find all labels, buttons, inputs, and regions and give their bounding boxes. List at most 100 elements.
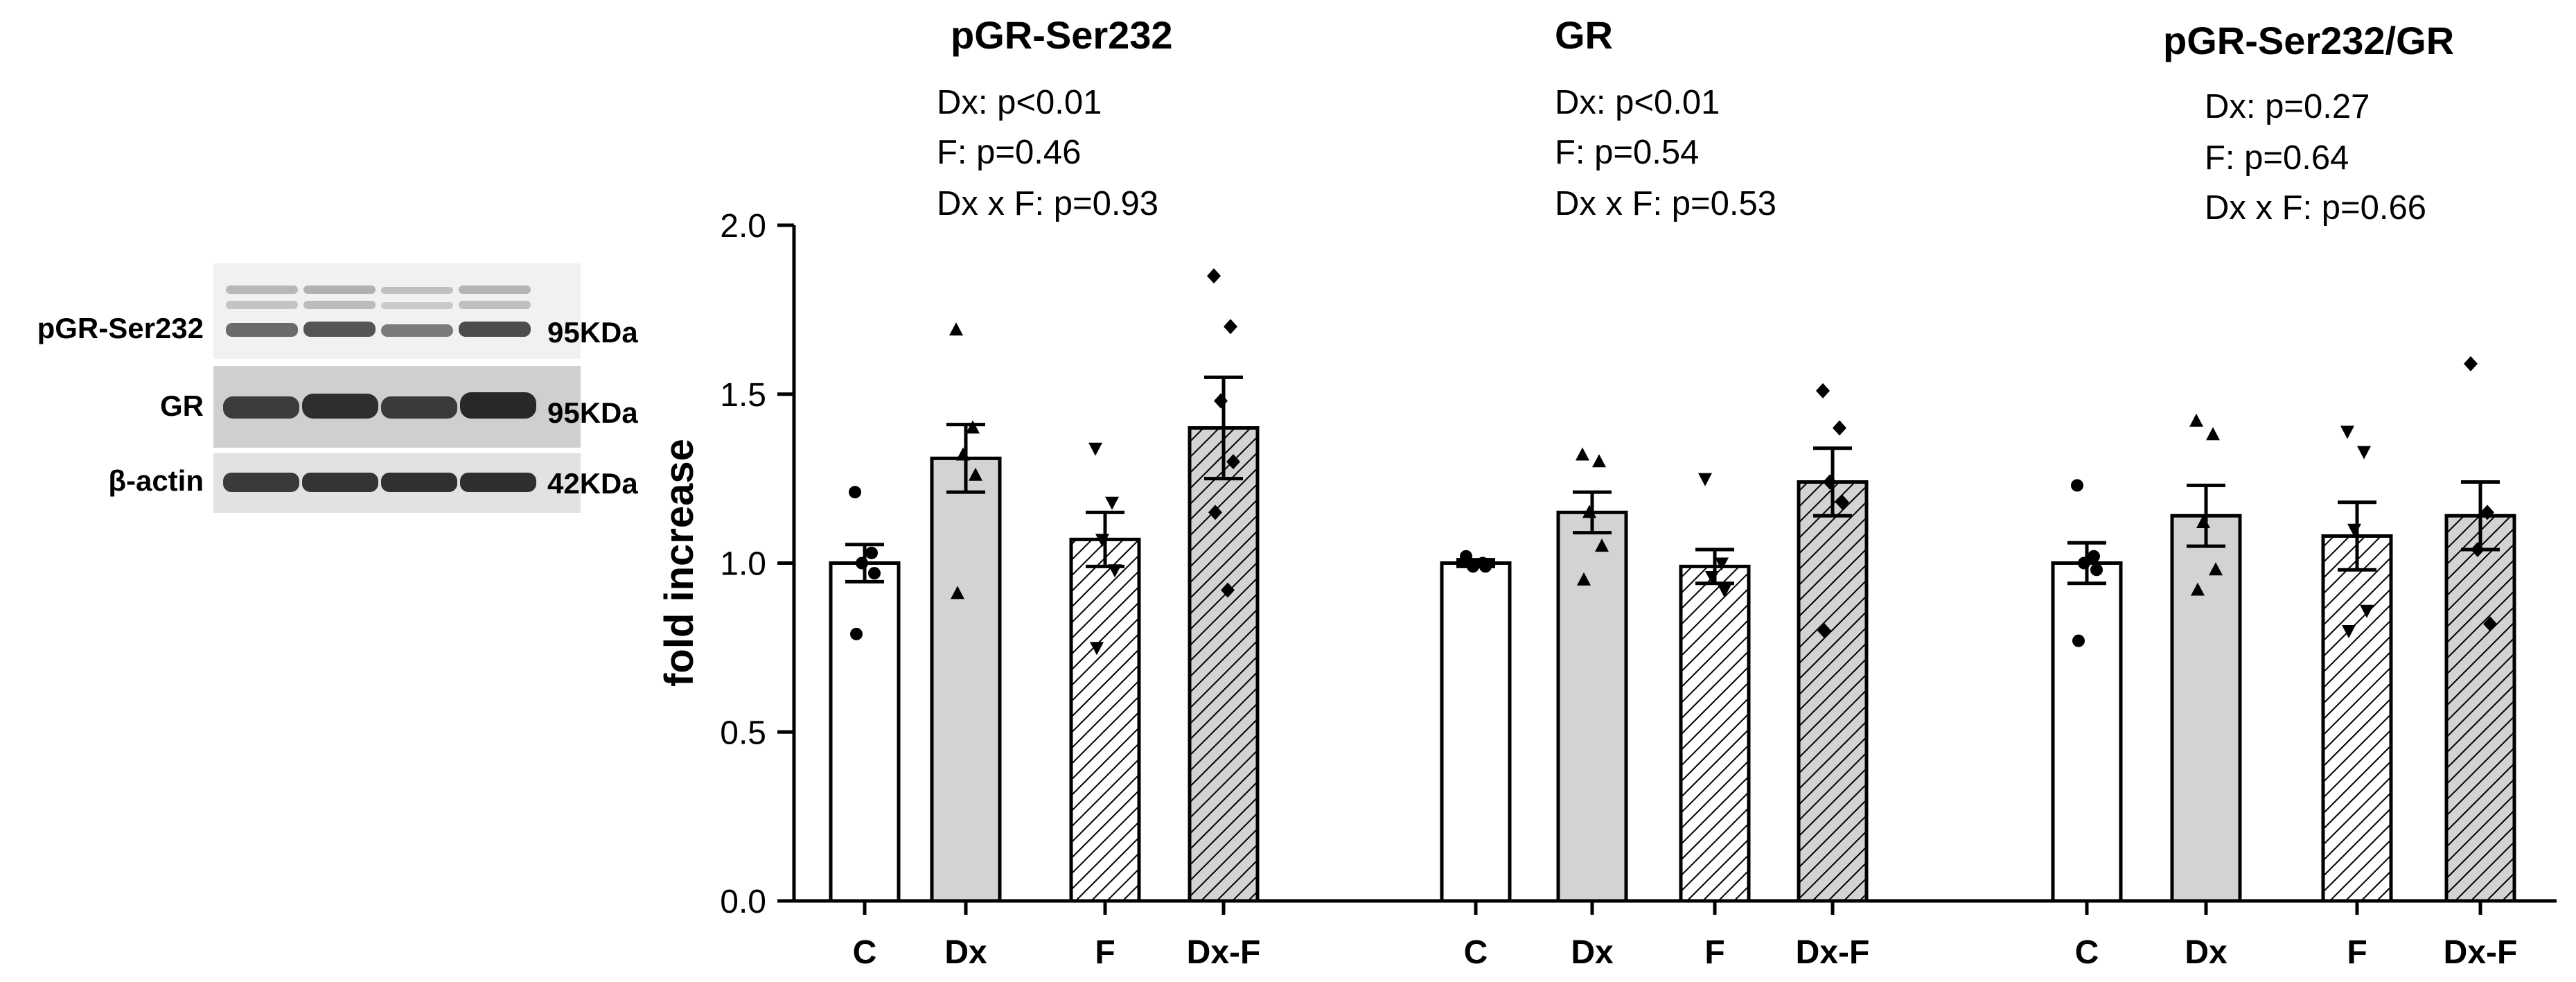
category-label: C <box>1464 934 1488 971</box>
bar-group-0: C Dx F Dx-F <box>829 268 1261 971</box>
blot-bands <box>223 473 536 492</box>
bar <box>930 456 1002 903</box>
blot-row-label: GR <box>160 389 204 422</box>
bar <box>1797 480 1869 903</box>
bar <box>2170 514 2242 903</box>
data-point <box>1095 534 1109 547</box>
bar <box>829 561 901 903</box>
data-point <box>2078 556 2090 570</box>
stat-line: Dx x F: p=0.66 <box>2205 189 2426 227</box>
group-header-gr: GR Dx: p<0.01 F: p=0.54 Dx x F: p=0.53 <box>1555 13 1776 222</box>
data-point <box>1226 454 1240 470</box>
bar <box>1069 537 1141 903</box>
data-point <box>951 586 964 599</box>
category-label: F <box>2347 934 2367 971</box>
y-tick-label: 1.5 <box>720 377 766 414</box>
blot-row-size: 42KDa <box>547 467 638 500</box>
blot-row-size: 95KDa <box>547 316 638 349</box>
blot-row-pgr: pGR-Ser232 95KDa <box>37 263 638 359</box>
category-label: Dx-F <box>1187 934 1261 971</box>
bar <box>1188 426 1260 903</box>
category-label: C <box>2075 934 2099 971</box>
blot-row-label: pGR-Ser232 <box>37 312 204 344</box>
data-point <box>1705 571 1719 584</box>
data-point <box>2071 479 2083 492</box>
data-point <box>1823 474 1837 490</box>
data-point <box>1582 505 1596 518</box>
category-label: Dx <box>2185 934 2227 971</box>
axes: 0.0 0.5 1.0 1.5 2.0 fold increase <box>657 208 2557 920</box>
group-headers: pGR-Ser232 Dx: p<0.01 F: p=0.46 Dx x F: … <box>937 13 2454 227</box>
blot-row-actin: β-actin 42KDa <box>108 453 638 513</box>
data-point <box>2209 562 2223 576</box>
data-point <box>2196 515 2210 528</box>
data-point <box>2191 582 2205 596</box>
y-axis-label: fold increase <box>657 439 702 687</box>
blot-row-size: 95KDa <box>547 396 638 429</box>
data-point <box>956 447 970 461</box>
data-point <box>1595 538 1609 552</box>
bar <box>2051 561 2123 903</box>
data-point <box>1214 393 1228 409</box>
stat-line: Dx: p<0.01 <box>1555 84 1720 121</box>
stat-line: Dx x F: p=0.93 <box>937 185 1158 222</box>
category-label: Dx-F <box>1796 934 1870 971</box>
data-point <box>2480 505 2494 520</box>
group-header-pgr: pGR-Ser232 Dx: p<0.01 F: p=0.46 Dx x F: … <box>937 13 1173 222</box>
data-point <box>1816 383 1830 398</box>
category-label: C <box>853 934 877 971</box>
stat-line: F: p=0.64 <box>2205 139 2349 177</box>
category-label: Dx <box>1571 934 1614 971</box>
category-label: F <box>1704 934 1724 971</box>
data-point <box>2347 523 2361 537</box>
data-point <box>1698 473 1712 486</box>
category-label: F <box>1095 934 1115 971</box>
data-point <box>1105 496 1119 510</box>
data-point <box>849 486 861 499</box>
stat-line: F: p=0.54 <box>1555 134 1699 171</box>
stat-line: Dx: p=0.27 <box>2205 88 2370 125</box>
y-tick-label: 0.0 <box>720 884 766 920</box>
bar <box>1440 561 1512 903</box>
bar <box>1556 510 1628 903</box>
data-point <box>2360 604 2374 618</box>
group-title: pGR-Ser232 <box>951 13 1173 57</box>
data-point <box>2357 446 2371 459</box>
data-point <box>1817 623 1831 638</box>
data-point <box>1835 494 1849 510</box>
y-tick-label: 0.5 <box>720 714 766 751</box>
plot-area: C Dx F Dx-F C Dx F Dx-F C Dx F Dx-F <box>829 268 2518 971</box>
group-header-ratio: pGR-Ser232/GR Dx: p=0.27 F: p=0.64 Dx x … <box>2163 19 2454 227</box>
y-ticks: 0.0 0.5 1.0 1.5 2.0 <box>720 208 794 920</box>
bar <box>1679 564 1751 903</box>
data-point <box>966 420 980 434</box>
data-point <box>1208 505 1222 520</box>
data-point <box>1576 447 1589 461</box>
bar-group-2: C Dx F Dx-F <box>2051 356 2518 971</box>
data-point <box>2088 550 2100 563</box>
blot-row-label: β-actin <box>108 464 204 497</box>
data-point <box>1224 319 1237 335</box>
group-title: pGR-Ser232/GR <box>2163 19 2454 62</box>
group-title: GR <box>1555 13 1613 57</box>
blot-row-gr: GR 95KDa <box>160 366 638 448</box>
stat-line: Dx: p<0.01 <box>937 84 1102 121</box>
data-point <box>1467 560 1479 573</box>
data-point <box>1090 642 1104 656</box>
data-point <box>969 467 982 481</box>
blot-strip <box>213 263 581 359</box>
data-point <box>2189 413 2203 427</box>
data-point <box>1718 584 1731 598</box>
y-tick-label: 1.0 <box>720 546 766 583</box>
bar <box>2321 534 2393 903</box>
bar <box>2444 514 2516 903</box>
bar-group-1: C Dx F Dx-F <box>1440 383 1870 971</box>
category-label: Dx-F <box>2444 934 2518 971</box>
data-point <box>865 546 878 559</box>
data-point <box>1088 442 1102 456</box>
blot-bands <box>226 286 531 337</box>
data-point <box>1479 560 1492 573</box>
data-point <box>2206 427 2220 441</box>
data-point <box>1221 582 1235 598</box>
